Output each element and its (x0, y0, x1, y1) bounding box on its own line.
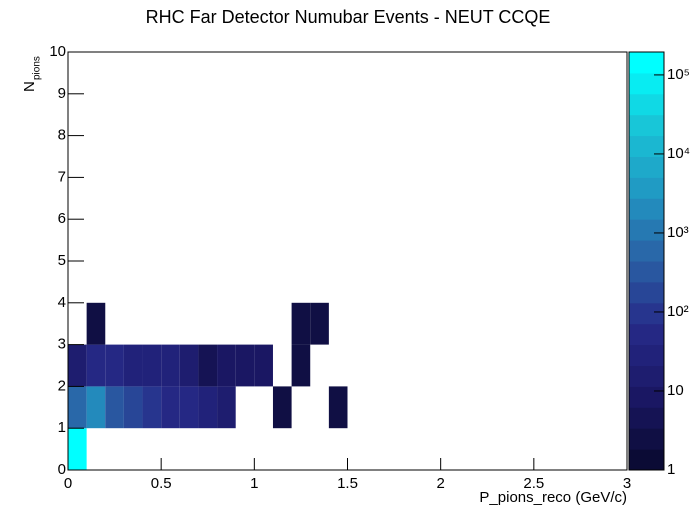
colorbar-band (629, 52, 664, 74)
heatmap-cell (142, 344, 162, 387)
y-tick-label: 1 (58, 419, 66, 436)
heatmap-cell (179, 344, 199, 387)
colorbar-band (629, 198, 664, 220)
heatmap-cell (105, 344, 124, 387)
y-tick-label: 6 (58, 210, 66, 227)
y-tick-label: 2 (58, 377, 66, 394)
heatmap-cell (161, 386, 180, 429)
heatmap-cell (86, 386, 106, 429)
z-tick-label: 10 (667, 382, 684, 399)
y-tick-label: 0 (58, 461, 66, 478)
heatmap-cell (291, 344, 311, 387)
heatmap-cell (68, 344, 87, 387)
heatmap-cell (217, 344, 236, 387)
y-tick-label: 7 (58, 168, 66, 185)
y-axis-label: N (21, 81, 38, 92)
colorbar-band (629, 407, 664, 429)
x-axis-label: P_pions_reco (GeV/c) (479, 489, 627, 506)
z-tick-label: 1 (667, 461, 675, 478)
colorbar-band (629, 428, 664, 450)
y-tick-label: 10 (49, 43, 66, 60)
z-tick-label: 10² (667, 303, 689, 320)
heatmap-cell (235, 344, 255, 387)
x-tick-label: 1 (250, 475, 258, 492)
x-tick-label: 0.5 (151, 475, 172, 492)
colorbar-band (629, 72, 664, 95)
y-tick-label: 8 (58, 127, 66, 144)
colorbar-band (629, 93, 664, 116)
x-tick-label: 1.5 (337, 475, 358, 492)
colorbar-band (629, 219, 664, 241)
heatmap-cell (86, 344, 106, 387)
z-tick-label: 10⁵ (667, 66, 690, 83)
y-tick-label: 4 (58, 294, 66, 311)
y-axis-label-sub: pions (32, 56, 43, 80)
z-tick-label: 10³ (667, 224, 689, 241)
heatmap-cell (310, 302, 329, 345)
colorbar-band (629, 135, 664, 157)
colorbar-band (629, 344, 664, 366)
colorbar-band (629, 386, 664, 408)
heatmap-cell (105, 386, 124, 429)
colorbar-band (629, 302, 664, 325)
x-tick-label: 0 (64, 475, 72, 492)
heatmap-cell (68, 386, 87, 429)
heatmap-cell (68, 428, 87, 470)
colorbar-band (629, 449, 664, 471)
y-tick-label: 3 (58, 336, 66, 353)
y-axis-label-group: N pions (21, 56, 43, 92)
y-tick-label: 9 (58, 85, 66, 102)
colorbar-band (629, 261, 664, 283)
colorbar-band (629, 365, 664, 387)
heatmap-cell (123, 344, 143, 387)
colorbar-band (629, 281, 664, 304)
heatmap-cell (217, 386, 236, 429)
heatmap-cell (254, 344, 273, 387)
heatmap-cell (161, 344, 180, 387)
y-tick-label: 5 (58, 252, 66, 269)
heatmap-cell (291, 302, 311, 345)
heatmap-cell (142, 386, 162, 429)
colorbar-band (629, 177, 664, 199)
heatmap-cell (123, 386, 143, 429)
heatmap-cell (86, 302, 106, 345)
colorbar-band (629, 240, 664, 262)
colorbar-band (629, 323, 664, 346)
x-tick-label: 2.5 (523, 475, 544, 492)
chart-title: RHC Far Detector Numubar Events - NEUT C… (146, 7, 551, 27)
heatmap-cell (328, 386, 348, 429)
heatmap-cell (198, 386, 218, 429)
heatmap-cell (179, 386, 199, 429)
heatmap-cell (272, 386, 292, 429)
x-tick-label: 2 (436, 475, 444, 492)
heatmap-cell (198, 344, 218, 387)
colorbar-band (629, 114, 664, 137)
colorbar-frame (628, 51, 665, 471)
colorbar-band (629, 156, 664, 178)
x-tick-label: 3 (623, 475, 631, 492)
z-tick-label: 10⁴ (667, 145, 690, 162)
